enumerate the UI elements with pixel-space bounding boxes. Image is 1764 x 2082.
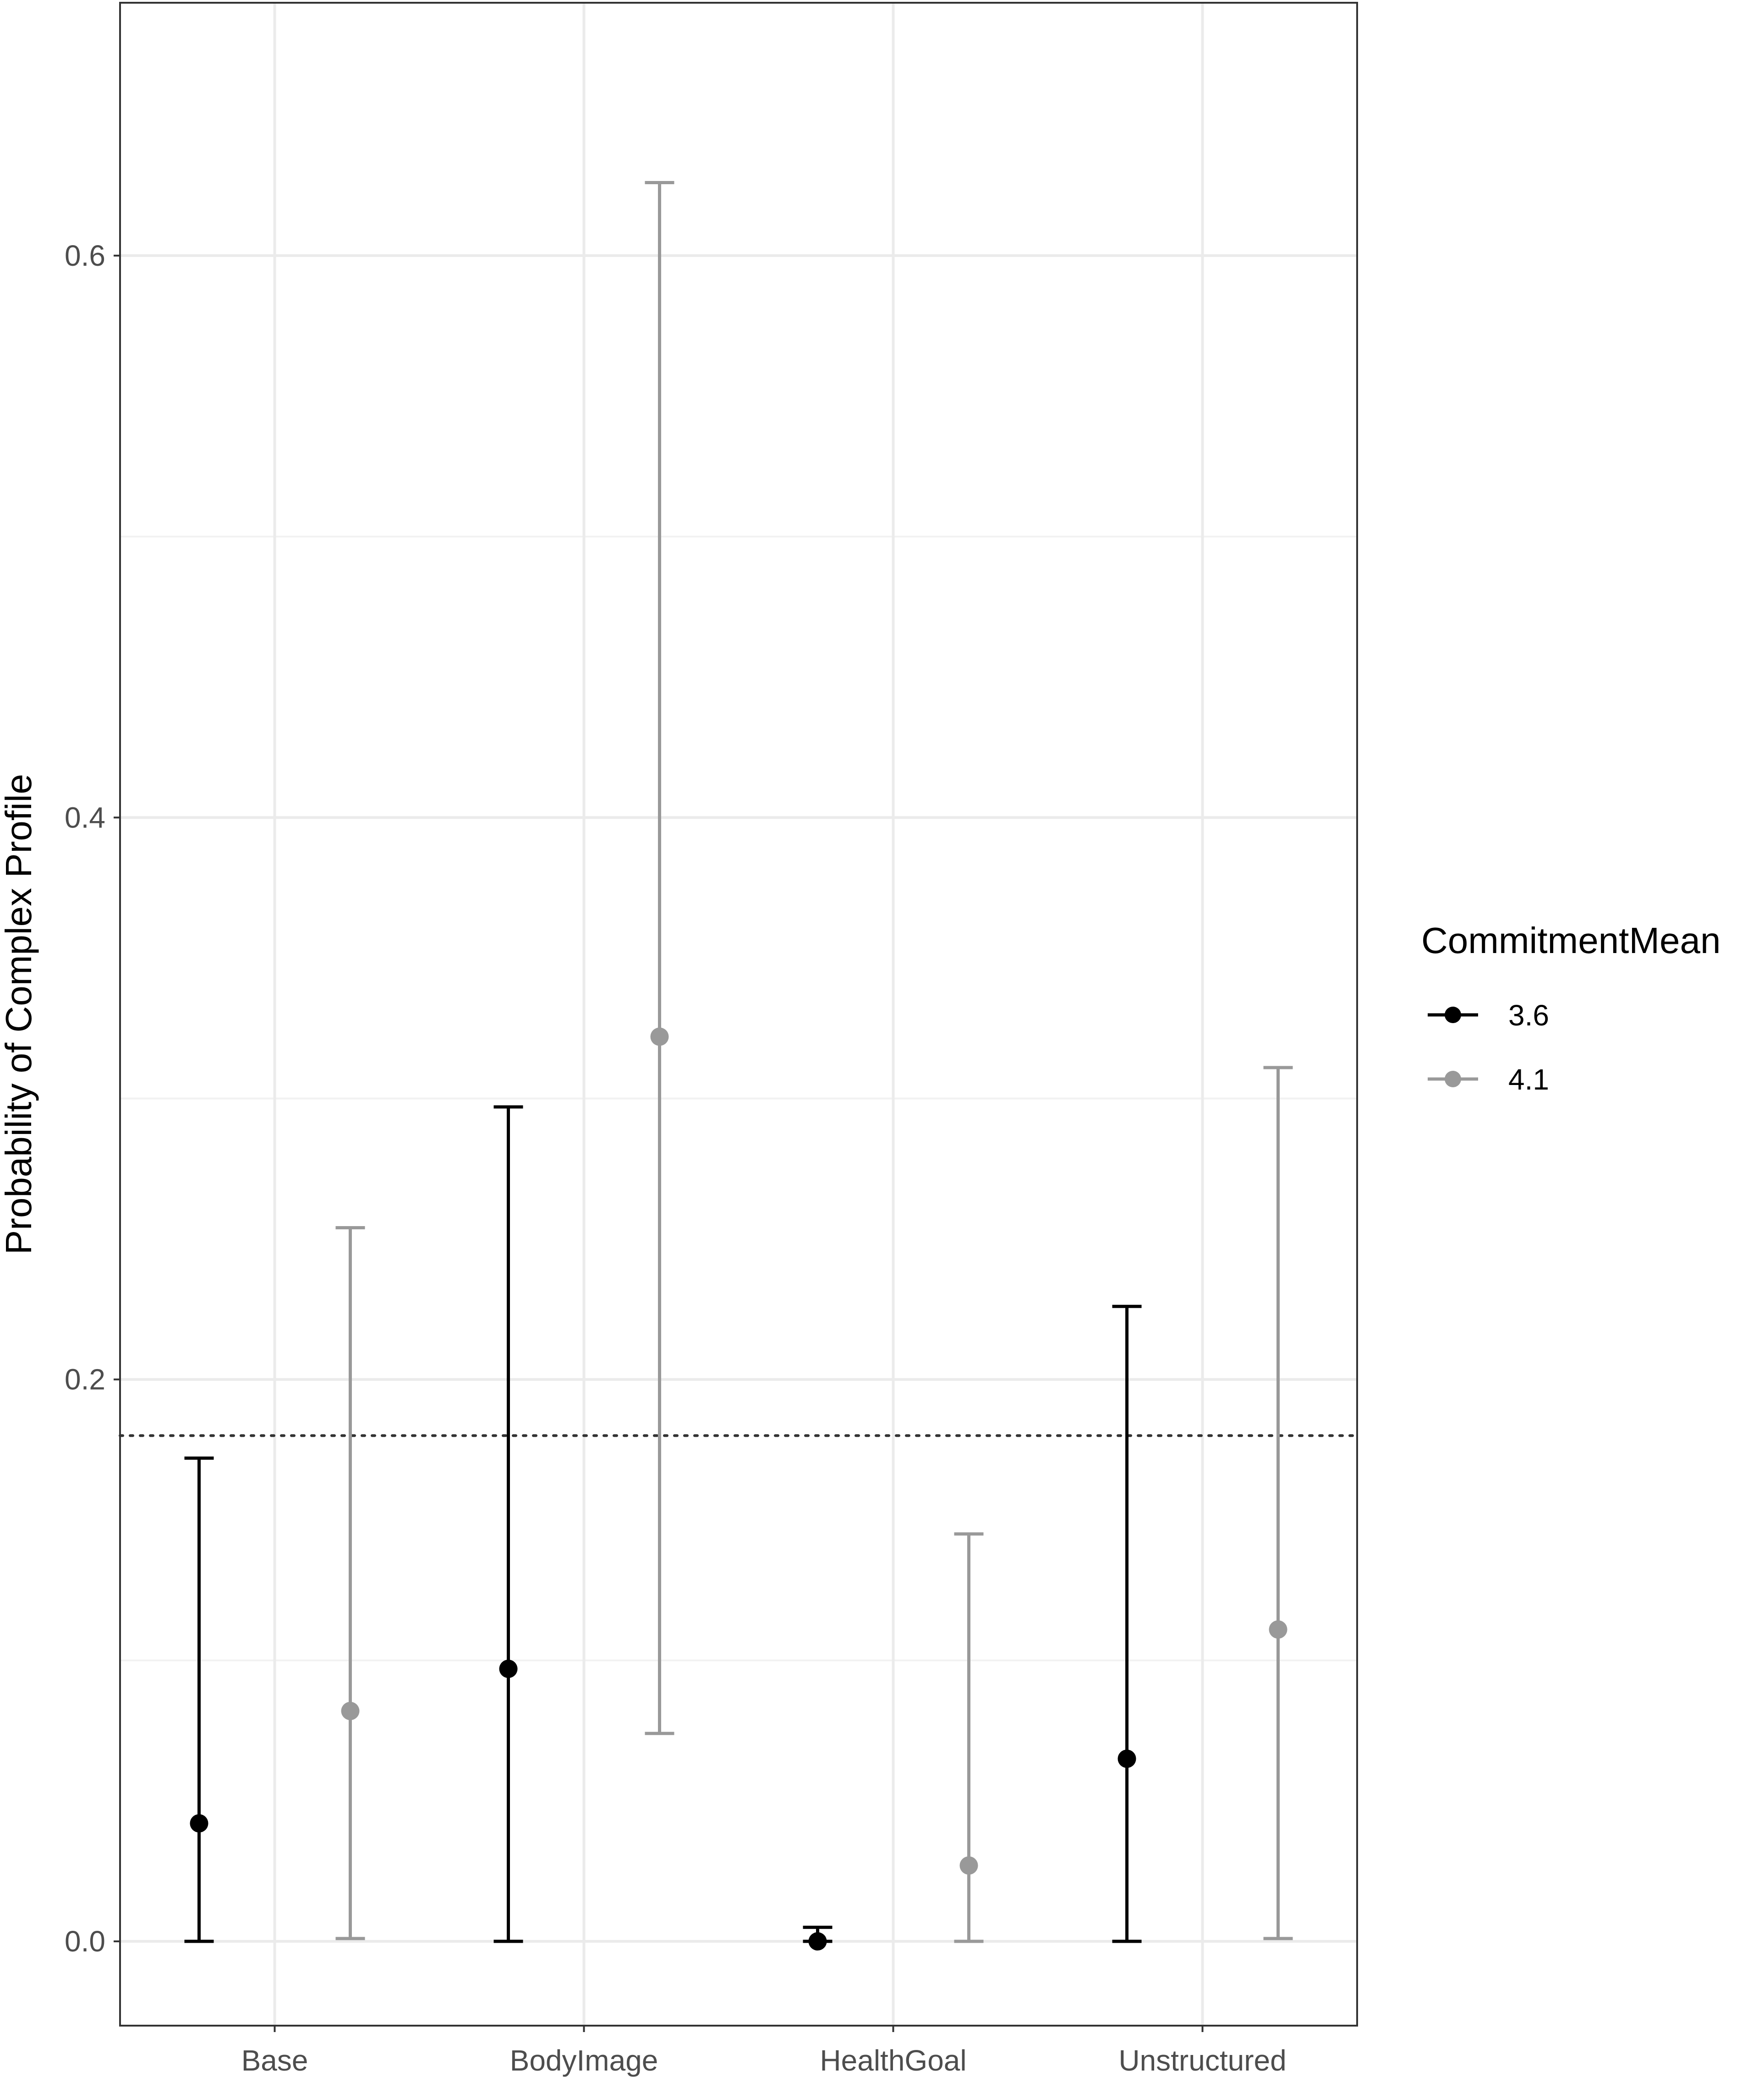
legend-item: 4.1 — [1428, 1063, 1549, 1096]
data-point — [959, 1856, 978, 1875]
errorbar-group — [493, 1105, 523, 1943]
data-point — [1118, 1749, 1136, 1768]
data-point — [808, 1932, 827, 1951]
y-tick-label: 0.6 — [65, 239, 105, 272]
legend-label: 3.6 — [1508, 999, 1549, 1032]
y-tick-label: 0.0 — [65, 1925, 105, 1958]
y-tick-label: 0.2 — [65, 1363, 105, 1396]
errorbar-group — [335, 1226, 365, 1940]
errorbar-group — [184, 1456, 214, 1943]
grid-layer — [120, 3, 1357, 2026]
data-point — [190, 1814, 208, 1833]
data-point — [499, 1660, 518, 1678]
marks-layer — [184, 181, 1293, 1951]
x-tick-label: Base — [241, 2044, 308, 2077]
errorbar-group — [1263, 1066, 1293, 1940]
x-tick-label: Unstructured — [1118, 2044, 1286, 2077]
errorbar-group — [1112, 1304, 1142, 1943]
axis-layer: 0.0 0.2 0.4 0.6 Base BodyImage HealthGoal Unstr… — [65, 239, 1287, 2077]
legend-key-point — [1445, 1007, 1461, 1023]
errorbar-group — [954, 1532, 984, 1943]
data-point — [650, 1027, 669, 1046]
legend: CommitmentMean 3.6 4.1 — [1421, 920, 1721, 1096]
legend-item: 3.6 — [1428, 999, 1549, 1032]
errorbar-group — [645, 181, 674, 1735]
legend-label: 4.1 — [1508, 1063, 1549, 1096]
data-point — [341, 1702, 360, 1720]
legend-title: CommitmentMean — [1421, 920, 1721, 961]
data-point — [1269, 1620, 1287, 1639]
legend-key-point — [1445, 1071, 1461, 1087]
plot-panel-border — [119, 2, 1358, 2027]
x-tick-label: HealthGoal — [820, 2044, 966, 2077]
y-axis-title: Probability of Complex Profile — [0, 774, 39, 1255]
x-tick-label: BodyImage — [510, 2044, 658, 2077]
errorbar-group — [803, 1925, 833, 1951]
y-tick-label: 0.4 — [65, 801, 105, 834]
